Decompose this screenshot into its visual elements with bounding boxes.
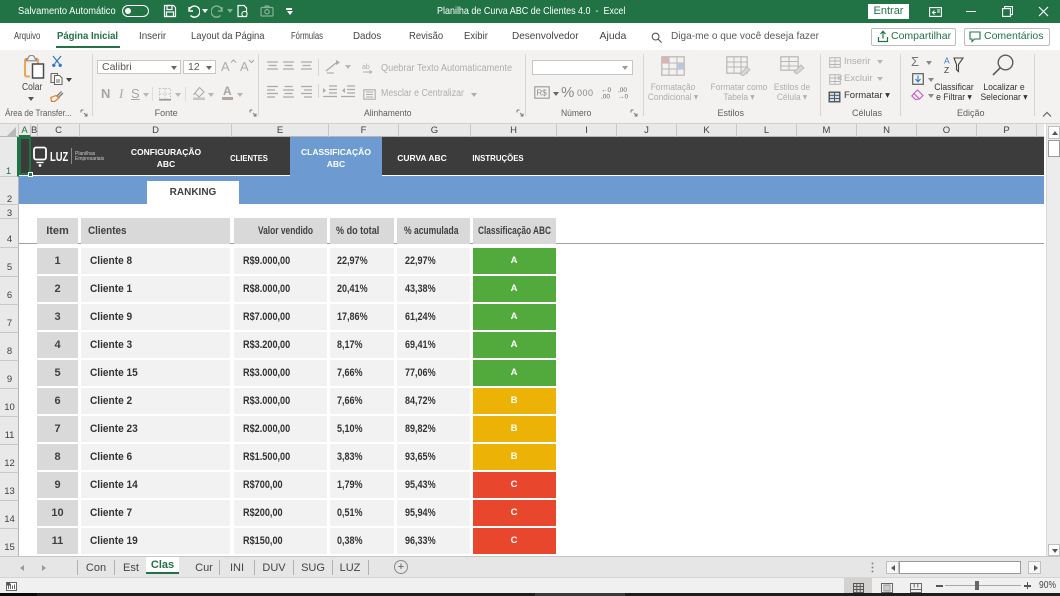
svg-text:A: A: [944, 56, 950, 66]
svg-text:→0: →0: [618, 94, 629, 100]
svg-text:R$: R$: [537, 89, 548, 98]
svg-text:,00: ,00: [618, 87, 627, 94]
svg-text:ab: ab: [362, 64, 370, 71]
svg-text:Z: Z: [944, 65, 949, 75]
svg-text:←0: ←0: [601, 87, 612, 94]
svg-text:,00: ,00: [601, 94, 610, 100]
svg-text:A: A: [221, 59, 230, 74]
svg-text:A: A: [240, 59, 249, 74]
